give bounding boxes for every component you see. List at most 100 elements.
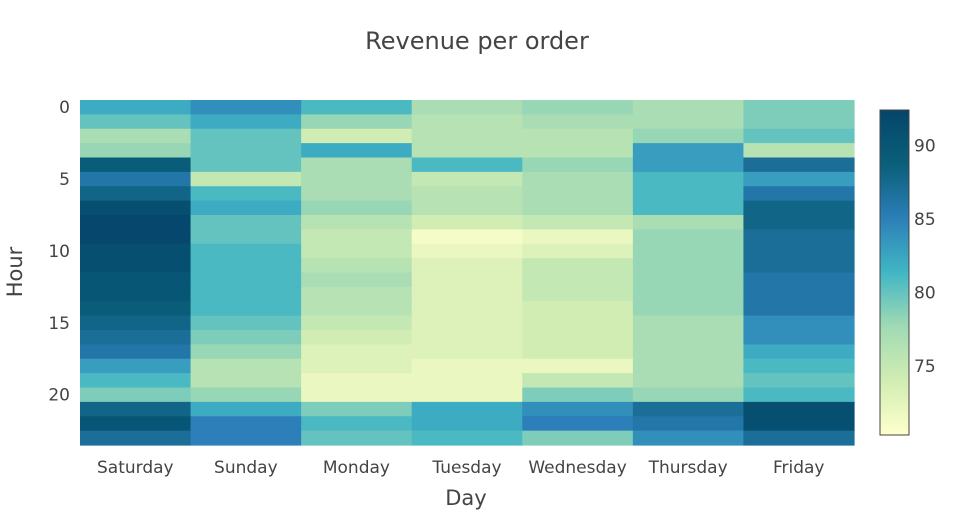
heatmap-cell — [411, 215, 523, 230]
heatmap-cell — [743, 100, 855, 115]
heatmap-cell — [190, 114, 302, 130]
heatmap-cell — [80, 358, 192, 374]
heatmap-cell — [301, 143, 413, 159]
colorbar-tick-label: 75 — [914, 357, 936, 377]
heatmap-cell — [190, 258, 302, 274]
x-tick-label: Tuesday — [431, 458, 501, 478]
heatmap-cell — [190, 157, 302, 173]
heatmap-cell — [190, 301, 302, 317]
heatmap-cell — [190, 387, 302, 403]
x-tick-label: Monday — [323, 458, 390, 478]
heatmap-cell — [743, 272, 855, 288]
heatmap-cell — [632, 430, 745, 446]
heatmap-cell — [190, 215, 302, 230]
heatmap-cell — [743, 143, 855, 159]
heatmap-cell — [522, 128, 634, 144]
heatmap-cell — [743, 128, 855, 144]
heatmap-cell — [301, 344, 413, 360]
heatmap-cell — [411, 387, 523, 403]
heatmap-cell — [80, 344, 192, 360]
heatmap-cell — [632, 416, 745, 432]
heatmap-cell — [632, 301, 745, 317]
heatmap-cell — [411, 373, 523, 389]
heatmap-cell — [80, 315, 192, 331]
heatmap-cell — [301, 200, 413, 216]
heatmap-cell — [522, 416, 634, 432]
heatmap-cell — [190, 186, 302, 202]
heatmap-cell — [522, 114, 634, 130]
heatmap-cell — [743, 114, 855, 130]
heatmap-cell — [80, 157, 192, 173]
heatmap-cell — [80, 186, 192, 202]
heatmap-cell — [743, 229, 855, 245]
heatmap-cell — [632, 171, 745, 187]
heatmap-cell — [411, 330, 523, 345]
y-tick-label: 15 — [48, 314, 70, 334]
heatmap-cell — [190, 171, 302, 187]
heatmap-cell — [80, 272, 192, 288]
heatmap-cell — [411, 100, 523, 115]
heatmap-cell — [522, 315, 634, 331]
y-tick-label: 20 — [48, 386, 70, 406]
heatmap-cell — [301, 215, 413, 230]
y-axis-title: Hour — [3, 246, 27, 297]
heatmap-cell — [190, 128, 302, 144]
heatmap-cell — [80, 114, 192, 130]
colorbar-tick-label: 90 — [914, 136, 936, 156]
heatmap-cell — [411, 171, 523, 187]
heatmap-cell — [632, 200, 745, 216]
heatmap-cell — [411, 258, 523, 274]
heatmap-cell — [301, 272, 413, 288]
heatmap-cell — [80, 128, 192, 144]
heatmap-cell — [190, 243, 302, 259]
heatmap-cell — [632, 114, 745, 130]
heatmap-cell — [411, 128, 523, 144]
heatmap-cell — [522, 286, 634, 302]
heatmap-cell — [80, 401, 192, 417]
heatmap-cell — [301, 401, 413, 417]
heatmap-cell — [632, 286, 745, 302]
heatmap-cell — [522, 373, 634, 389]
heatmap-cell — [632, 272, 745, 288]
heatmap-cell — [632, 157, 745, 173]
heatmap-cell — [522, 157, 634, 173]
heatmap-cell — [411, 344, 523, 360]
heatmap-cell — [743, 243, 855, 259]
heatmap-cell — [411, 301, 523, 317]
heatmap-cell — [522, 330, 634, 345]
x-tick-label: Wednesday — [528, 458, 626, 478]
heatmap-cell — [301, 416, 413, 432]
heatmap-cell — [80, 200, 192, 216]
x-tick-label: Thursday — [648, 458, 728, 478]
heatmap-cell — [522, 301, 634, 317]
heatmap-cells — [80, 100, 855, 446]
heatmap-cell — [522, 143, 634, 159]
colorbar: 75 80 85 90 — [879, 109, 936, 436]
heatmap-cell — [80, 229, 192, 245]
heatmap-cell — [190, 315, 302, 331]
heatmap-cell — [190, 344, 302, 360]
heatmap-cell — [743, 200, 855, 216]
heatmap-cell — [632, 243, 745, 259]
y-axis-ticks: 0 5 10 15 20 — [48, 98, 70, 406]
heatmap-cell — [301, 114, 413, 130]
heatmap-cell — [743, 373, 855, 389]
heatmap-cell — [743, 330, 855, 345]
heatmap-cell — [632, 229, 745, 245]
heatmap-cell — [301, 243, 413, 259]
heatmap-cell — [522, 243, 634, 259]
heatmap-cell — [743, 258, 855, 274]
heatmap-cell — [411, 401, 523, 417]
heatmap-cell — [522, 186, 634, 202]
heatmap-cell — [190, 229, 302, 245]
heatmap-cell — [80, 330, 192, 345]
heatmap-cell — [301, 128, 413, 144]
heatmap-cell — [632, 401, 745, 417]
heatmap-cell — [190, 286, 302, 302]
heatmap-cell — [743, 315, 855, 331]
heatmap-cell — [190, 373, 302, 389]
x-tick-label: Saturday — [97, 458, 174, 478]
heatmap-cell — [522, 215, 634, 230]
heatmap-cell — [743, 286, 855, 302]
